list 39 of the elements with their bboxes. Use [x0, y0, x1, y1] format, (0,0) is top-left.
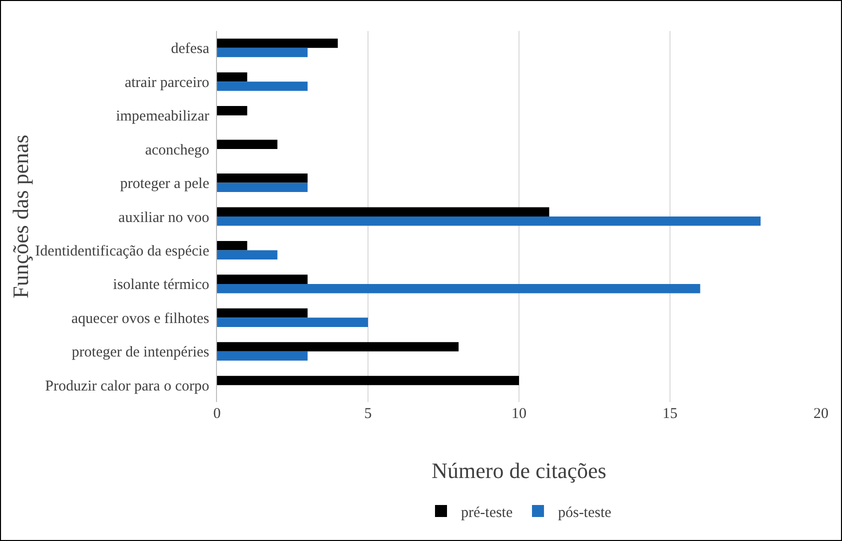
y-tick-label: proteger a pele [120, 176, 213, 192]
bar [217, 342, 459, 352]
legend-label: pós-teste [558, 504, 612, 521]
bar [217, 308, 308, 318]
bar [217, 82, 308, 91]
y-tick-label: Identidentificação da espécie [35, 243, 213, 260]
y-tick-label: aconchego [145, 142, 213, 158]
x-tick-label: 5 [364, 406, 372, 422]
bar [217, 351, 308, 361]
bar [217, 140, 278, 150]
y-tick-label: proteger de intenpéries [72, 344, 213, 361]
bar [217, 48, 308, 58]
bar [217, 182, 308, 192]
legend-label: pré-teste [461, 504, 513, 521]
bar [217, 250, 278, 260]
bar [217, 318, 368, 327]
bar [217, 240, 248, 250]
x-tick-label: 0 [213, 406, 221, 422]
y-tick-label: isolante térmico [113, 277, 213, 294]
bar [217, 274, 308, 284]
x-tick-label: 20 [814, 406, 828, 422]
y-tick-label: Produzir calor para o corpo [45, 378, 213, 394]
bar [217, 376, 519, 386]
bar [217, 38, 338, 48]
bar [217, 284, 700, 294]
bar [217, 72, 248, 82]
y-axis-title: Funções das penas [8, 134, 34, 298]
bar [217, 216, 761, 226]
x-tick-label: 15 [662, 406, 678, 422]
bar [217, 174, 308, 183]
x-axis-title: Número de citações [432, 458, 606, 483]
bar [217, 106, 248, 116]
x-tick-label: 10 [512, 406, 526, 422]
y-tick-label: aquecer ovos e filhotes [71, 310, 213, 327]
y-tick-label: atrair parceiro [124, 74, 213, 91]
bar [217, 207, 550, 216]
y-tick-label: defesa [170, 41, 213, 58]
y-tick-label: auxiliar no voo [118, 210, 213, 226]
y-tick-label: impemeabilizar [116, 108, 213, 125]
